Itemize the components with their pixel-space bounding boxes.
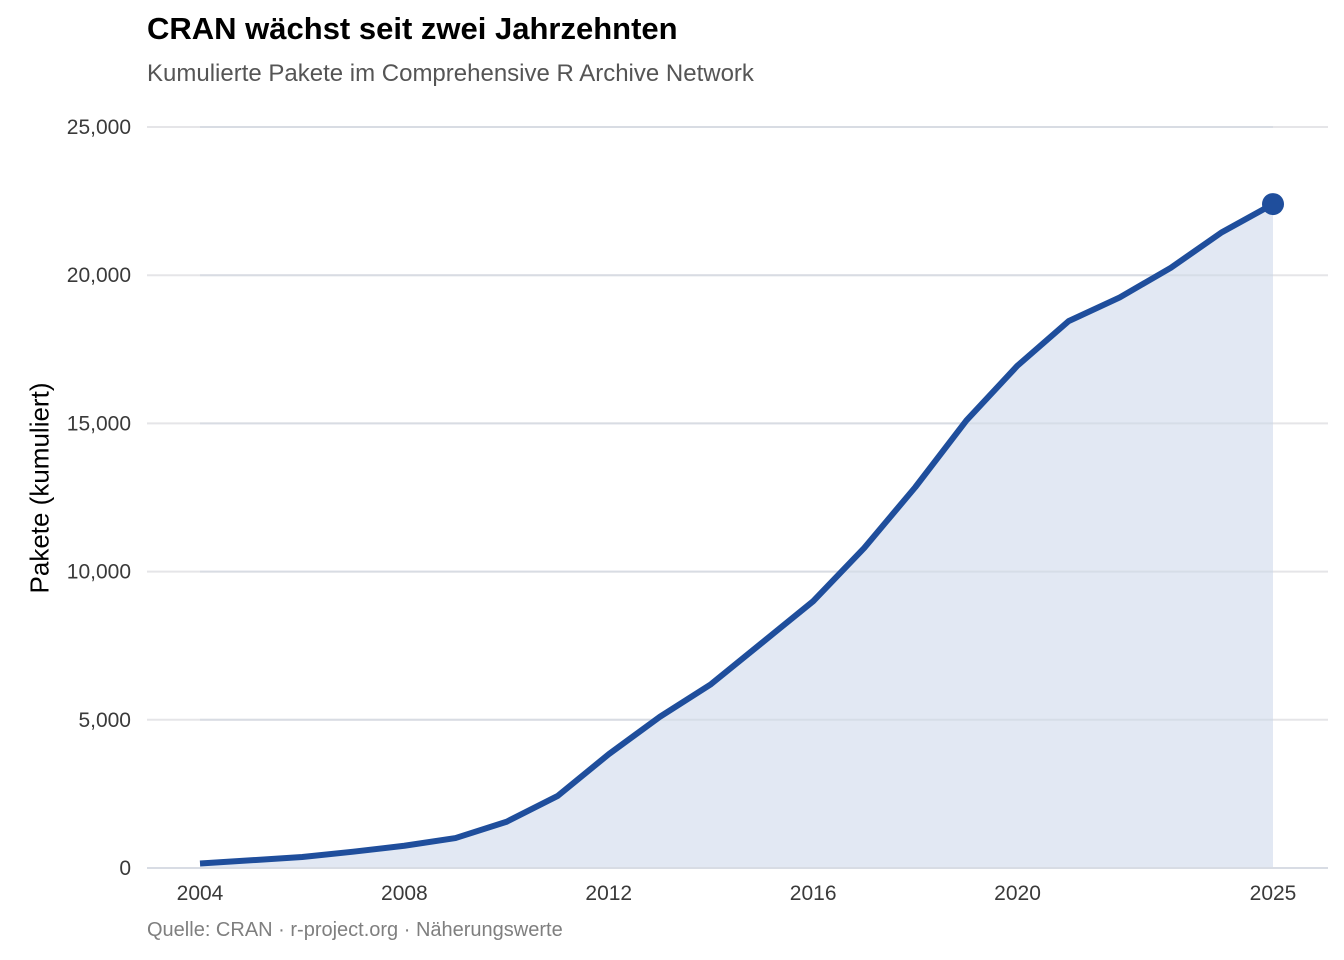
series-line	[199, 201, 1275, 867]
chart-subtitle: Kumulierte Pakete im Comprehensive R Arc…	[147, 60, 754, 87]
x-tick-label: 2016	[790, 882, 837, 905]
y-tick-label: 10,000	[67, 561, 131, 584]
last-point-marker	[1262, 193, 1284, 216]
y-tick-label: 0	[119, 857, 131, 880]
y-tick-label: 25,000	[67, 116, 131, 139]
x-tick-label: 2020	[994, 882, 1041, 905]
x-axis-ticks: 2004 2008 2012 2016 2020 2025	[177, 882, 1297, 905]
x-tick-label: 2004	[177, 882, 224, 905]
y-tick-label: 5,000	[78, 709, 131, 732]
chart-caption: Quelle: CRAN · r-project.org · Näherungs…	[147, 919, 563, 941]
chart-title: CRAN wächst seit zwei Jahrzehnten	[147, 11, 678, 46]
y-axis-ticks: 0 5,000 10,000 15,000 20,000 25,000	[67, 116, 131, 880]
x-tick-label: 2008	[381, 882, 428, 905]
y-tick-label: 20,000	[67, 264, 131, 287]
series-group	[147, 126, 1328, 869]
x-tick-label: 2025	[1250, 882, 1297, 905]
y-tick-label: 15,000	[67, 412, 131, 435]
series-area	[200, 204, 1273, 869]
x-tick-label: 2012	[585, 882, 632, 905]
